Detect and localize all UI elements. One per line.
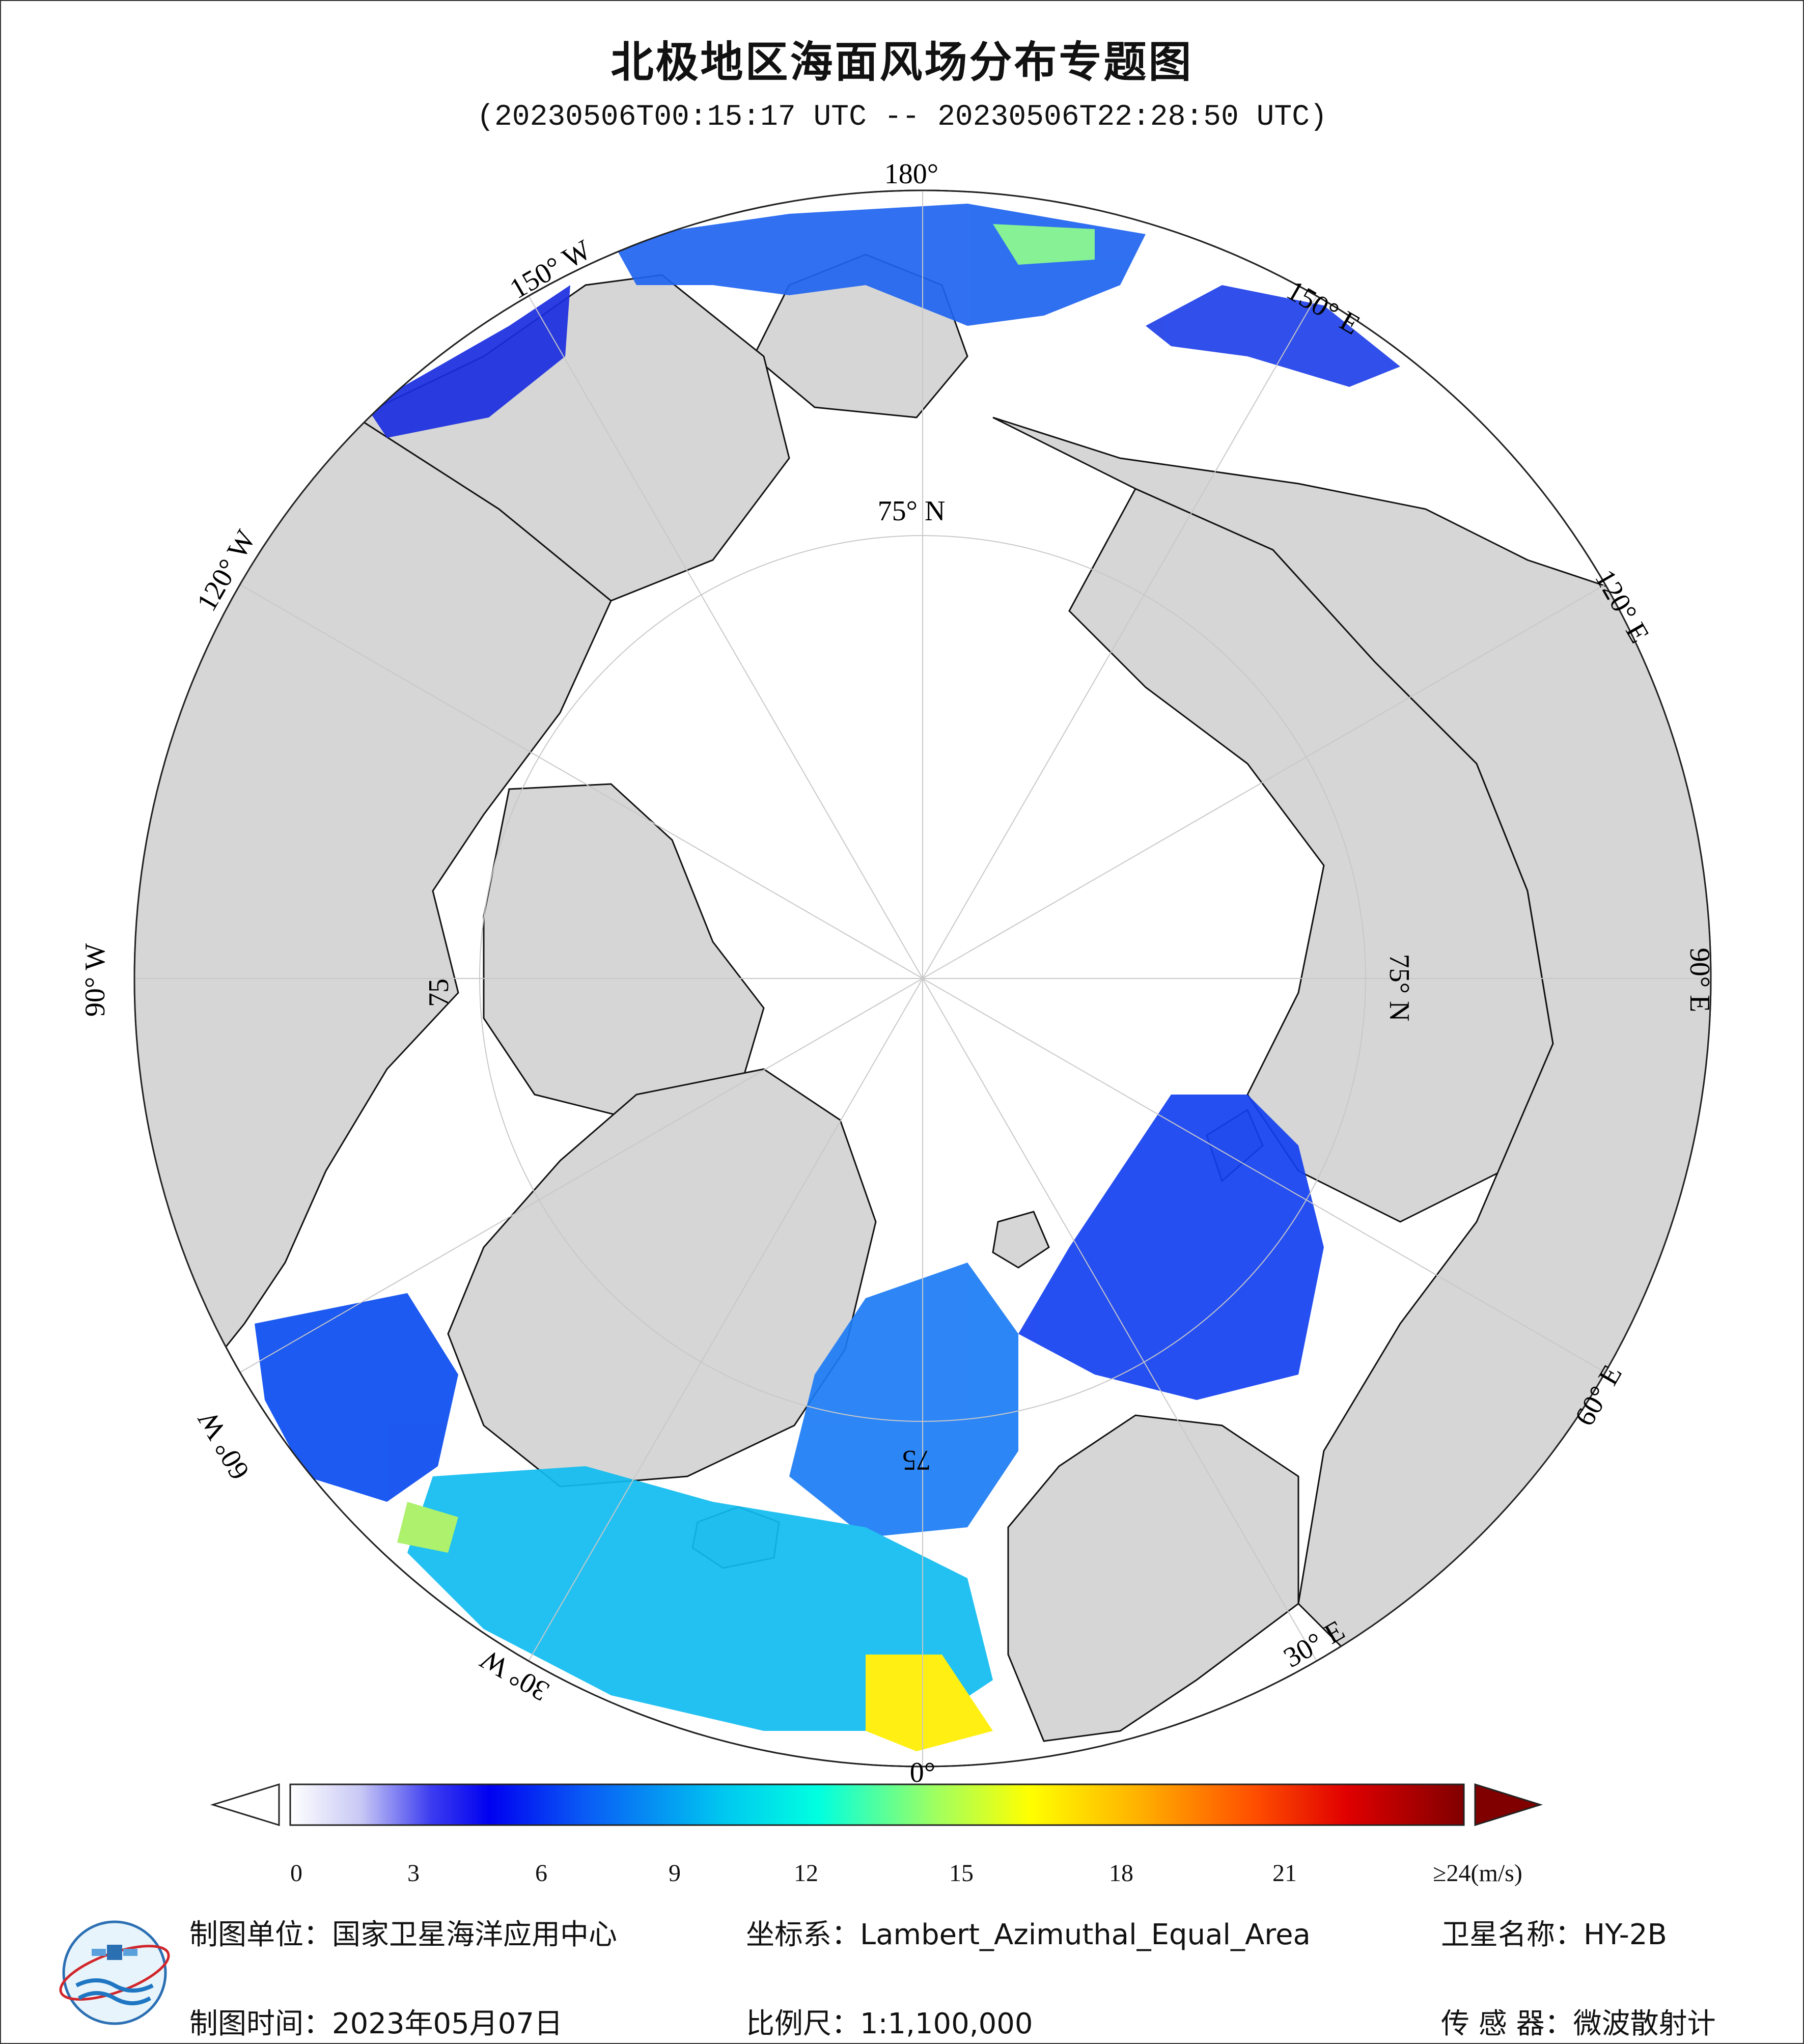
cb-tick-24: ≥24(m/s) (1433, 1860, 1522, 1887)
crs-label: 坐标系：Lambert_Azimuthal_Equal_Area (746, 1918, 1311, 1951)
swath-nw-green (397, 1502, 458, 1553)
scale-label: 比例尺：1:1,100,000 (746, 2007, 1033, 2040)
graticule (134, 190, 1711, 1767)
lon-label-90w: 90° W (79, 943, 111, 1017)
cb-tick-3: 3 (407, 1860, 420, 1887)
map-border-circle (133, 189, 1712, 1768)
swath-north-atlantic (407, 1466, 993, 1731)
lon-label-90e: 90° E (1684, 948, 1715, 1013)
lat-label-left: 75 (423, 978, 455, 1007)
cb-tick-15: 15 (949, 1860, 974, 1887)
cb-tick-12: 12 (794, 1860, 818, 1887)
land-svalbard (992, 1211, 1050, 1269)
cb-tick-6: 6 (535, 1860, 547, 1887)
cb-tick-18: 18 (1109, 1860, 1133, 1887)
land-masses (134, 254, 1711, 1742)
lon-label-0: 0° (910, 1757, 935, 1788)
time-range-subtitle: (20230506T00:15:17 UTC -- 20230506T22:28… (477, 101, 1327, 134)
cb-tick-0: 0 (290, 1860, 302, 1887)
colorbar-over-arrow (1474, 1783, 1543, 1827)
land-north-america (134, 386, 612, 1407)
swath-north-sea (866, 1655, 993, 1751)
nsoas-logo (59, 1920, 170, 2025)
lon-label-180: 180° (884, 158, 938, 190)
land-scandinavia (1007, 1414, 1299, 1742)
swath-okhotsk (1146, 285, 1400, 387)
cb-tick-21: 21 (1272, 1860, 1297, 1887)
lat-label-bottom: 75 (902, 1444, 931, 1476)
lon-label-60w: 60° W (191, 1406, 256, 1485)
land-greenland (447, 1068, 877, 1488)
page-title: 北极地区海面风场分布专题图 (610, 37, 1194, 87)
swath-norwegian (789, 1263, 1018, 1537)
swath-bering-green (993, 224, 1095, 265)
lat-label-top: 75° N (878, 495, 946, 527)
date-label: 制图时间：2023年05月07日 (189, 2007, 563, 2040)
org-label: 制图单位：国家卫星海洋应用中心 (189, 1918, 617, 1951)
swath-labrador (255, 1293, 458, 1502)
lat-label-right: 75° N (1383, 954, 1415, 1022)
cb-tick-9: 9 (669, 1860, 681, 1887)
satellite-label: 卫星名称：HY-2B (1441, 1918, 1667, 1951)
wind-swaths (255, 204, 1400, 1751)
colorbar (289, 1783, 1465, 1826)
swath-gulf-alaska (367, 285, 570, 438)
swath-barents (1018, 1095, 1324, 1400)
sensor-label: 传 感 器：微波散射计 (1441, 2007, 1716, 2040)
colorbar-under-arrow (210, 1783, 280, 1827)
